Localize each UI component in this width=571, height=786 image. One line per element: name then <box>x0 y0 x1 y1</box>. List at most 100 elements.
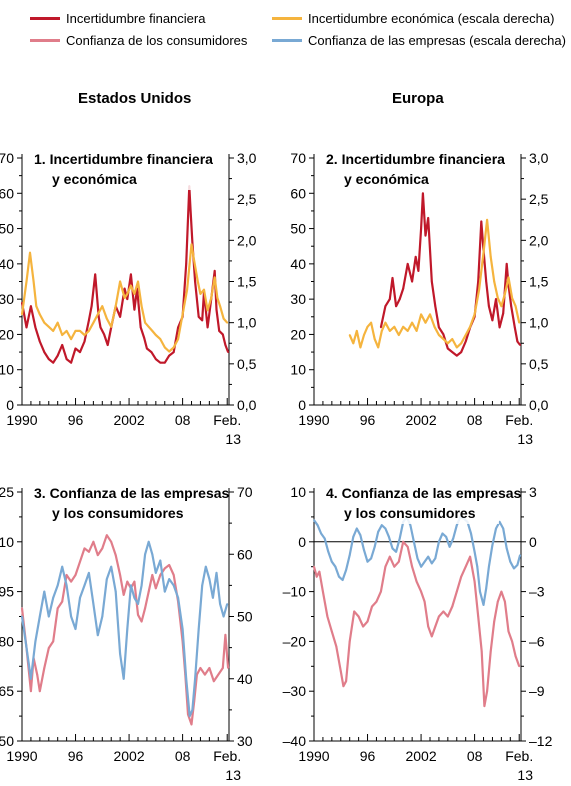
data-point <box>47 615 50 618</box>
y-tick-label-right: –9 <box>529 683 545 699</box>
data-point <box>126 293 129 295</box>
data-point <box>185 263 188 265</box>
y-tick-label-left: 0 <box>298 534 306 550</box>
data-point <box>92 321 95 324</box>
data-point <box>406 330 409 332</box>
chart-title: 3. Confianza de las empresas <box>34 485 230 501</box>
y-tick-label-right: 1,0 <box>529 315 549 331</box>
data-point <box>480 650 483 653</box>
data-point <box>430 562 433 565</box>
x-tick-label: 1990 <box>298 748 329 764</box>
data-point <box>119 315 121 318</box>
series-line-2 <box>348 218 521 349</box>
data-point <box>181 628 184 630</box>
legend-item-economic-uncertainty: Incertidumbre económica (escala derecha) <box>272 11 554 26</box>
y-tick-label-left: 70 <box>290 150 306 166</box>
data-point <box>496 600 499 603</box>
y-tick-label-left: 10 <box>0 362 14 378</box>
data-point <box>147 590 150 593</box>
data-point <box>348 640 351 643</box>
data-point <box>163 567 166 570</box>
data-point <box>375 600 378 603</box>
data-point <box>485 587 488 590</box>
data-point <box>114 554 117 556</box>
data-point <box>172 574 175 576</box>
data-point <box>140 305 143 308</box>
data-point <box>384 527 387 530</box>
data-point <box>451 605 454 608</box>
legend-swatch <box>272 39 302 42</box>
data-point <box>43 321 46 324</box>
data-point <box>168 354 171 357</box>
data-point <box>227 351 230 353</box>
data-point <box>502 527 505 530</box>
data-point <box>470 532 472 535</box>
y-tick-label-left: 50 <box>290 221 306 237</box>
data-point <box>438 615 440 618</box>
data-point <box>455 354 458 357</box>
chart-title-line2: y económica <box>344 171 429 187</box>
y-tick-label-left: 70 <box>0 150 14 166</box>
data-point <box>106 344 109 346</box>
data-point <box>219 603 222 605</box>
data-point <box>334 565 337 568</box>
data-point <box>222 317 225 320</box>
data-point <box>43 351 46 353</box>
data-point <box>507 276 510 279</box>
data-point <box>355 330 358 332</box>
data-point <box>482 604 485 606</box>
data-point <box>154 572 157 574</box>
data-point <box>151 553 154 556</box>
data-point <box>482 251 485 254</box>
data-point <box>455 590 458 593</box>
y-tick-label-right: 0,5 <box>237 356 257 372</box>
data-point <box>483 705 486 707</box>
data-point <box>74 574 77 576</box>
data-point <box>83 340 86 343</box>
data-point <box>25 280 28 283</box>
data-point <box>384 305 387 308</box>
data-point <box>384 565 387 568</box>
data-point <box>204 673 206 676</box>
data-point <box>511 640 513 643</box>
data-point <box>197 315 200 318</box>
data-point <box>423 600 426 603</box>
data-point <box>119 574 121 576</box>
data-point <box>452 537 455 540</box>
data-point <box>154 334 157 336</box>
data-point <box>65 574 68 576</box>
data-point <box>99 326 102 329</box>
data-point <box>366 620 369 623</box>
data-point <box>130 584 132 587</box>
data-point <box>146 347 148 350</box>
data-point <box>217 673 220 676</box>
x-tick-label: 96 <box>68 412 84 428</box>
x-tick-label: 96 <box>68 748 84 764</box>
data-point <box>38 615 41 618</box>
x-tick-label: 13 <box>517 431 533 447</box>
data-point <box>464 334 467 336</box>
x-tick-label: Feb. <box>505 748 533 764</box>
y-tick-label-left: –30 <box>283 683 307 699</box>
data-point <box>348 334 351 336</box>
data-point <box>519 554 521 556</box>
data-point <box>83 547 86 550</box>
data-point <box>38 690 41 693</box>
y-tick-label-left: 10 <box>290 362 306 378</box>
x-tick-label: Feb. <box>213 748 241 764</box>
data-point <box>122 677 125 680</box>
data-point <box>473 550 476 553</box>
data-point <box>70 361 72 364</box>
y-tick-label-left: 60 <box>0 185 14 201</box>
data-point <box>74 330 77 332</box>
x-tick-label: 13 <box>517 767 533 783</box>
data-point <box>159 338 162 340</box>
series-line-2 <box>313 515 522 607</box>
data-point <box>402 287 405 290</box>
y-tick-label-right: 0,0 <box>529 397 549 413</box>
data-point <box>172 584 175 587</box>
data-point <box>188 715 191 717</box>
data-point <box>377 346 380 349</box>
data-point <box>52 330 55 332</box>
chart-title: 4. Confianza de las empresas <box>326 485 522 501</box>
